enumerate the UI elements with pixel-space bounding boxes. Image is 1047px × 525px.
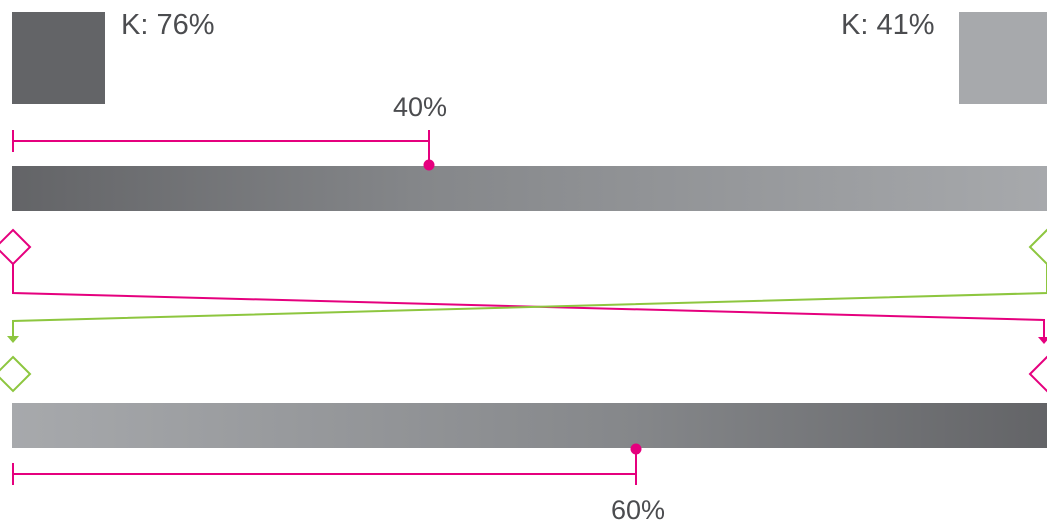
- swatch-left-label: K: 76%: [121, 9, 215, 41]
- magenta-swap-arrow: [12, 264, 1045, 338]
- top-left-stop-diamond[interactable]: [0, 228, 32, 266]
- green-swap-arrow: [12, 264, 1047, 336]
- swatch-left: [12, 12, 105, 104]
- top-midpoint-label: 40%: [393, 92, 448, 122]
- top-right-stop-diamond[interactable]: [1028, 228, 1047, 266]
- bottom-right-stop-diamond[interactable]: [1028, 355, 1047, 393]
- top-midpoint-dot[interactable]: [423, 159, 435, 171]
- bottom-midpoint-bracket: [12, 449, 637, 485]
- swatch-right-label: K: 41%: [841, 9, 935, 41]
- bottom-midpoint-label: 60%: [611, 495, 666, 525]
- bottom-left-stop-diamond[interactable]: [0, 355, 32, 393]
- bottom-gradient-bar: [12, 403, 1047, 448]
- green-arrowhead: [7, 336, 19, 343]
- top-midpoint-bracket: [12, 130, 430, 164]
- top-gradient-bar: [12, 166, 1047, 211]
- swatch-right: [959, 12, 1047, 104]
- bottom-midpoint-dot[interactable]: [630, 443, 642, 455]
- magenta-arrowhead: [1038, 337, 1047, 344]
